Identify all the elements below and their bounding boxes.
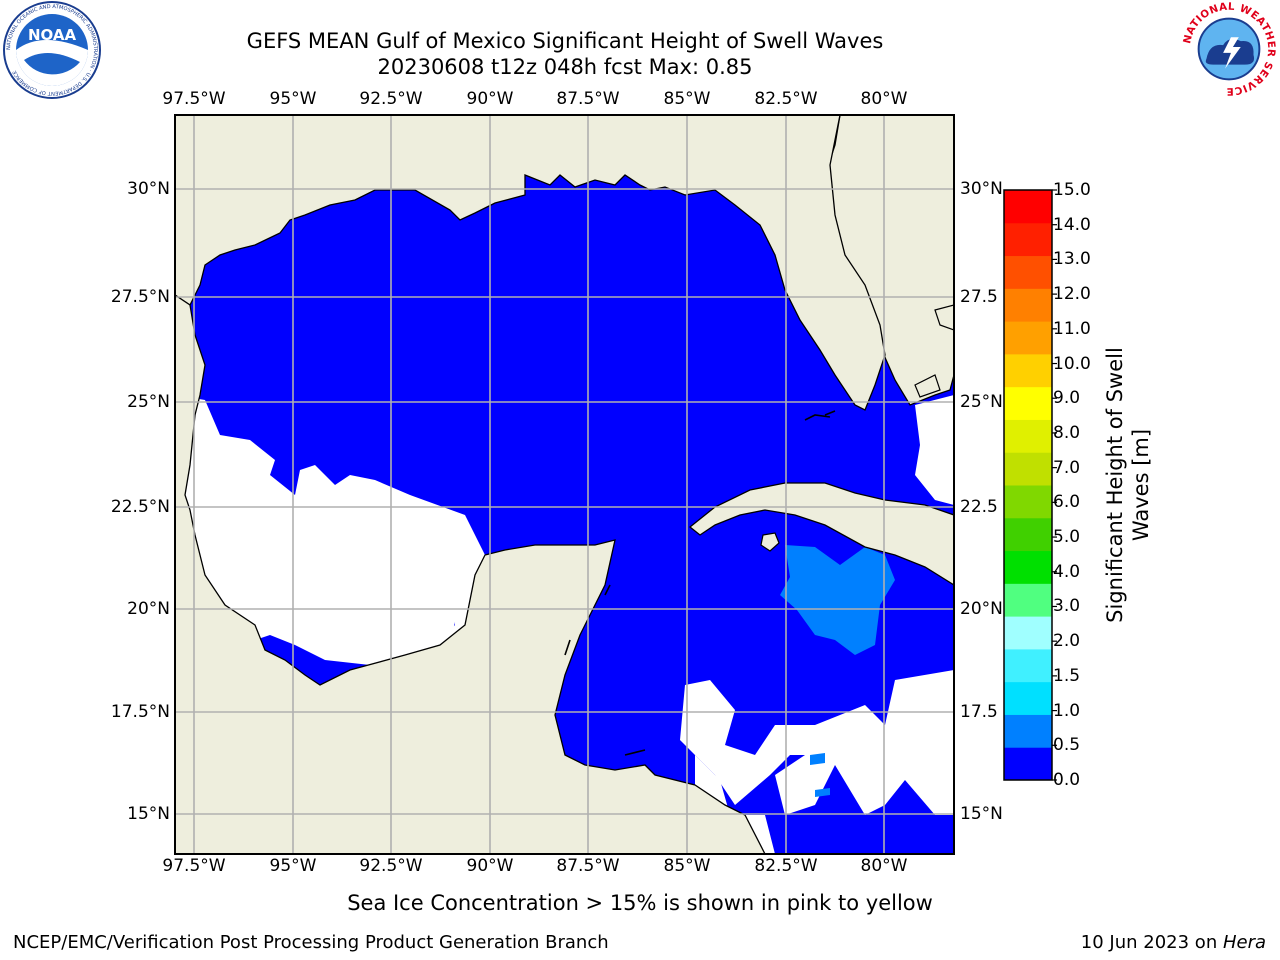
colorbar-tick-label: 8.0 <box>1053 422 1081 443</box>
colorbar-tick-label: 7.0 <box>1053 457 1081 478</box>
noaa-logo: NOAA NATIONAL OCEANIC AND ATMOSPHERIC AD… <box>3 1 101 99</box>
lat-label-right: 20°N <box>960 599 1003 619</box>
colorbar-segment <box>1004 222 1052 257</box>
colorbar-tick-label: 0.5 <box>1053 735 1081 756</box>
colorbar-tick-label: 13.0 <box>1053 249 1091 270</box>
colorbar-segment <box>1004 681 1052 715</box>
colorbar-tick-label: 0.0 <box>1053 770 1081 790</box>
colorbar-segment <box>1004 419 1052 453</box>
svg-text:NOAA: NOAA <box>28 26 77 44</box>
lon-label-top: 87.5°W <box>556 89 620 109</box>
lat-label-left: 17.5°N <box>110 702 170 722</box>
colorbar-segment <box>1004 288 1052 322</box>
lon-label-bottom: 95°W <box>269 856 317 876</box>
lon-label-top: 85°W <box>663 89 711 109</box>
nodata-region-east-coast <box>915 360 954 505</box>
lon-label-bottom: 97.5°W <box>162 856 226 876</box>
lon-label-top: 92.5°W <box>359 89 423 109</box>
colorbar-segment <box>1004 321 1052 355</box>
colorbar-label: Significant Height of Swell Waves [m] <box>1103 347 1153 623</box>
colorbar-tick-label: 10.0 <box>1053 353 1091 374</box>
colorbar-segment <box>1004 255 1052 289</box>
lon-label-bottom: 82.5°W <box>754 856 818 876</box>
colorbar-tick-label: 11.0 <box>1053 318 1091 339</box>
lon-label-top: 97.5°W <box>162 89 226 109</box>
lon-label-top: 95°W <box>269 89 317 109</box>
colorbar-tick-label: 2.0 <box>1053 631 1081 652</box>
chart-title: GEFS MEAN Gulf of Mexico Significant Hei… <box>246 29 884 53</box>
lat-label-left: 25°N <box>127 392 170 412</box>
colorbar-segment <box>1004 386 1052 420</box>
lat-label-left: 30°N <box>127 179 170 199</box>
lat-label-right: 27.5 <box>960 287 998 307</box>
swell-region-south-of-cuba <box>780 545 895 655</box>
lon-label-bottom: 92.5°W <box>359 856 423 876</box>
gulf-map <box>174 114 955 855</box>
lat-label-right: 15°N <box>960 804 1003 824</box>
lat-label-left: 15°N <box>127 804 170 824</box>
colorbar-tick-label: 3.0 <box>1053 596 1081 617</box>
lat-label-right: 17.5 <box>960 702 998 722</box>
lon-label-top: 82.5°W <box>754 89 818 109</box>
colorbar-tick-label: 14.0 <box>1053 214 1091 235</box>
nws-logo: NATIONAL WEATHER SERVICE <box>1181 1 1277 98</box>
colorbar-segment <box>1004 485 1052 519</box>
lat-label-left: 22.5°N <box>110 497 170 517</box>
colorbar-segment <box>1004 583 1052 617</box>
colorbar-tick-label: 1.0 <box>1053 700 1081 721</box>
lat-label-right: 30°N <box>960 179 1003 199</box>
lon-label-bottom: 85°W <box>663 856 711 876</box>
colorbar <box>1003 189 1057 781</box>
lon-label-bottom: 80°W <box>860 856 908 876</box>
lon-label-top: 90°W <box>466 89 514 109</box>
nodata-region-west-gulf <box>175 395 470 675</box>
sea-ice-note: Sea Ice Concentration > 15% is shown in … <box>347 891 933 915</box>
colorbar-tick-label: 6.0 <box>1053 492 1081 513</box>
land-florida-keys <box>804 410 836 421</box>
colorbar-segment <box>1004 648 1052 683</box>
lon-label-top: 80°W <box>860 89 908 109</box>
colorbar-segment <box>1004 190 1052 224</box>
nodata-region-honduras <box>695 755 775 854</box>
colorbar-frame <box>1003 189 1053 781</box>
lon-label-bottom: 90°W <box>466 856 514 876</box>
map-frame <box>174 114 955 855</box>
colorbar-tick-label: 1.5 <box>1053 665 1081 686</box>
land-cuba <box>688 482 954 586</box>
colorbar-segment <box>1004 353 1052 388</box>
chart-subtitle: 20230608 t12z 048h fcst Max: 0.85 <box>377 55 753 79</box>
colorbar-segment <box>1004 747 1052 781</box>
colorbar-segment <box>1004 517 1052 552</box>
land-cozumel <box>564 584 646 756</box>
lat-label-right: 22.5 <box>960 497 998 517</box>
lat-label-left: 20°N <box>127 599 170 619</box>
colorbar-tick-label: 12.0 <box>1053 284 1091 305</box>
nodata-region-caribbean <box>680 670 954 815</box>
colorbar-tick-label: 5.0 <box>1053 527 1081 548</box>
colorbar-tick-label: 4.0 <box>1053 561 1081 582</box>
land-bahamas <box>914 304 954 398</box>
colorbar-tick-label: 9.0 <box>1053 388 1081 409</box>
colorbar-segment <box>1004 616 1052 650</box>
colorbar-tick-label: 15.0 <box>1053 180 1091 200</box>
footer-host: Hera <box>1222 932 1266 953</box>
lon-label-bottom: 87.5°W <box>556 856 620 876</box>
lat-label-left: 27.5°N <box>110 287 170 307</box>
map-gridlines <box>175 115 954 854</box>
land-mexico-west <box>175 294 766 854</box>
colorbar-segment <box>1004 452 1052 486</box>
footer-branch: NCEP/EMC/Verification Post Processing Pr… <box>13 932 609 953</box>
footer-date: 10 Jun 2023 on Hera <box>1080 932 1266 953</box>
colorbar-segment <box>1004 714 1052 748</box>
colorbar-segment <box>1004 550 1052 584</box>
swell-region-caribbean-small <box>810 753 830 797</box>
land-isle-of-youth <box>760 532 780 552</box>
lat-label-right: 25°N <box>960 392 1003 412</box>
